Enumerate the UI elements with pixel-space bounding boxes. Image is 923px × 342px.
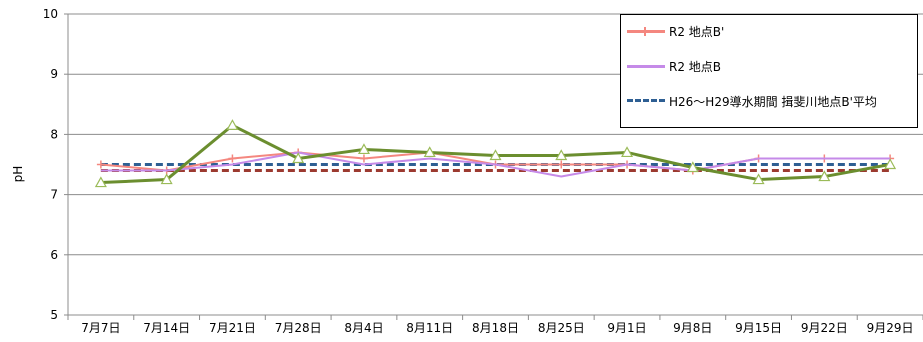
series-layer [94,119,897,188]
legend-item-r2-b-prime: R2 地点B' [627,25,913,40]
axes: 5 6 7 8 9 10 7月7日 7月14日 7月21日 7月28日 8月4日 8月11日 8月18日… [43,7,923,335]
grid [68,13,923,316]
data-point-triangle [621,146,634,158]
data-point-triangle [752,173,765,185]
legend-label: H26～H29導水期間 揖斐川地点B'平均 [669,95,877,109]
data-point-triangle [686,161,699,173]
legend-label: R2 地点B [669,60,722,74]
data-point-triangle [94,176,107,188]
legend-swatch-r2-b [627,60,665,72]
data-point-triangle [226,119,239,130]
x-tick-label: 7月7日 [81,321,120,335]
x-tick-label: 9月15日 [735,321,782,335]
data-point-triangle [292,152,305,164]
legend-swatch-h26-h29-average [627,95,665,107]
x-tick-label: 7月21日 [209,321,256,335]
x-tick-label: 9月29日 [867,321,914,335]
x-tick-label: 7月28日 [275,321,322,335]
x-tick-label: 8月25日 [538,321,585,335]
x-tick-label: 9月1日 [607,321,646,335]
data-point-triangle [423,146,436,158]
data-point-triangle [818,170,831,182]
legend-item-r2-b: R2 地点B [627,60,913,75]
x-tick-label: 8月11日 [406,321,453,335]
data-point-triangle [555,149,568,161]
legend-swatch-r2-b-prime [627,25,665,37]
y-axis-label: pH [11,166,25,183]
data-point-triangle [160,173,173,185]
y-tick-label: 5 [50,308,58,322]
legend-item-h26-h29-average: H26～H29導水期間 揖斐川地点B'平均 [627,95,913,110]
x-tick-label: 9月22日 [801,321,848,335]
x-tick-label: 7月14日 [143,321,190,335]
y-tick-label: 6 [50,248,58,262]
data-point-triangle [884,158,897,170]
series-line-1 [100,151,891,178]
y-tick-label: 8 [50,127,58,141]
y-tick-label: 10 [43,7,58,21]
data-point-triangle [357,143,370,155]
y-tick-label: 9 [50,67,58,81]
x-tick-label: 8月4日 [344,321,383,335]
y-tick-label: 7 [50,188,58,202]
x-tick-label: 8月18日 [472,321,519,335]
data-point-triangle [489,149,502,161]
legend-label: R2 地点B' [669,25,725,39]
x-tick-label: 9月8日 [673,321,712,335]
legend: R2 地点B' R2 地点B H26～H29導水期間 揖斐川地点B'平均 [620,14,918,128]
legend-plus-marker [644,27,646,36]
